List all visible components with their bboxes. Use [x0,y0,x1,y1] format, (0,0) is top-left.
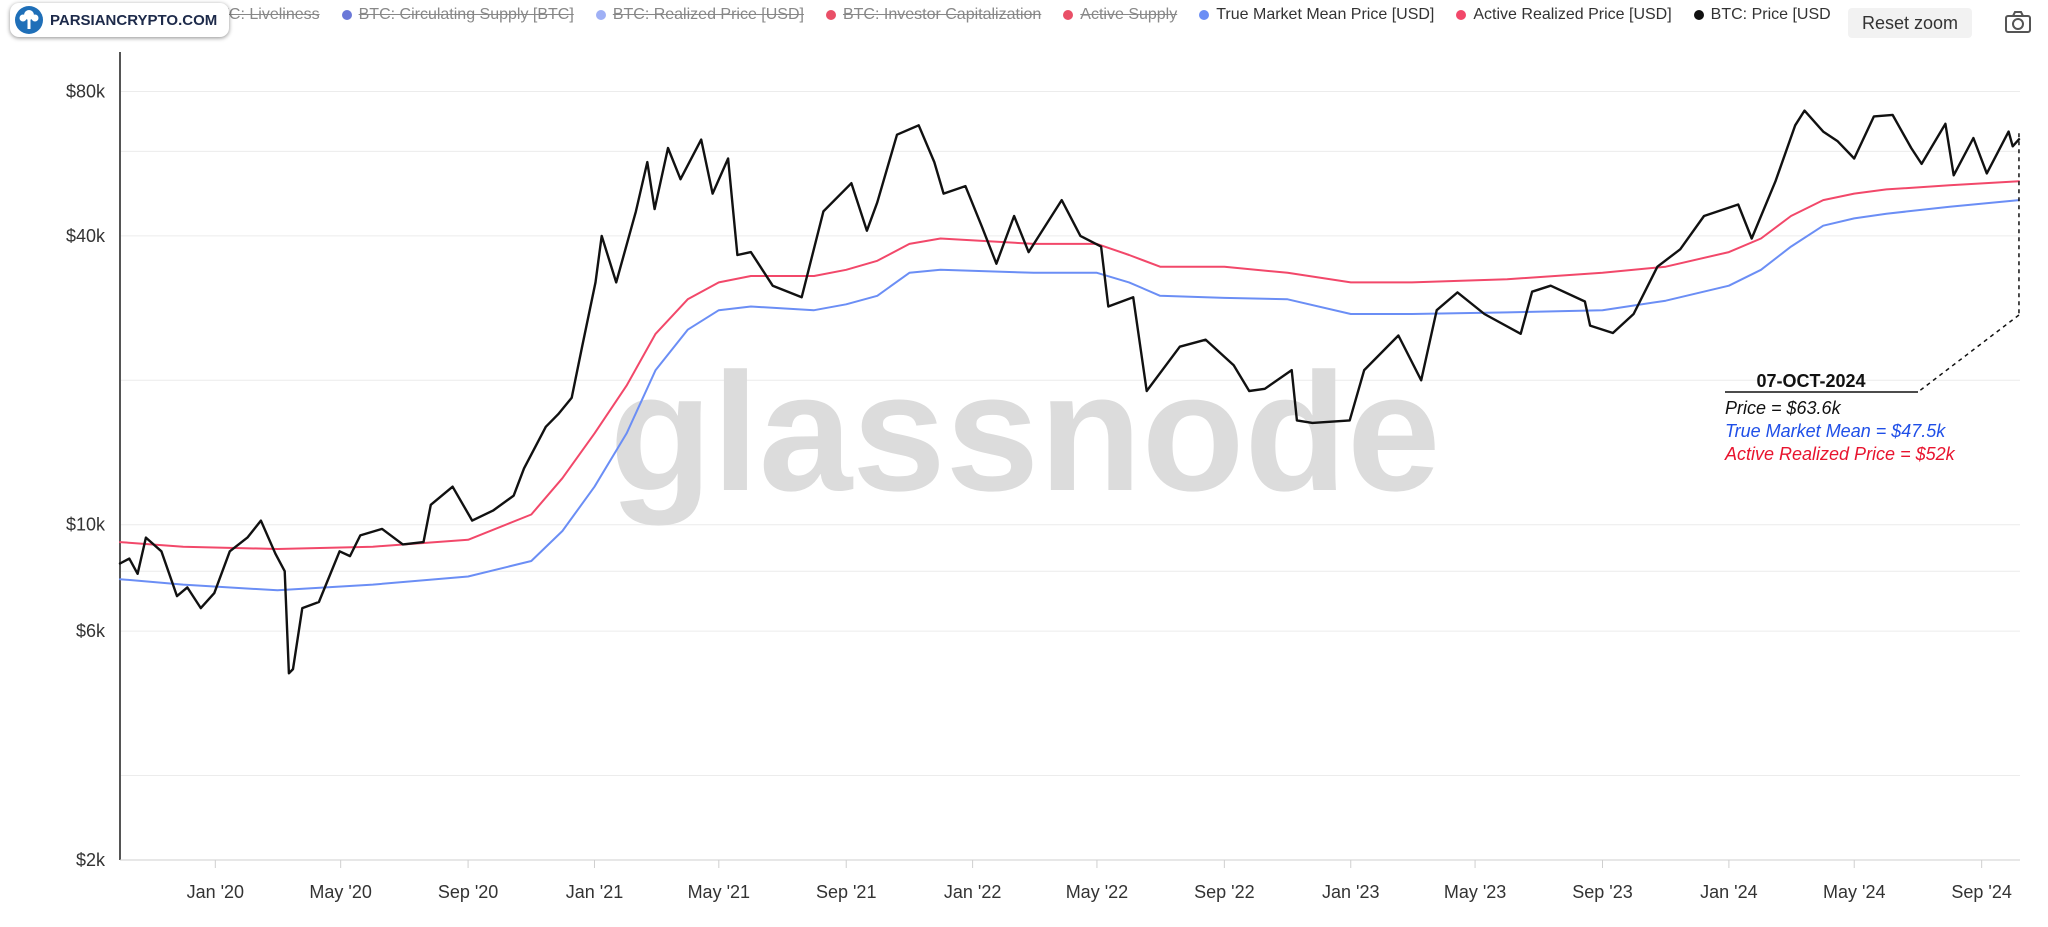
legend-item[interactable]: BTC: Realized Price [USD] [595,6,804,24]
annotation-guide-diagonal [1917,314,2020,393]
x-tick-label: Sep '24 [1951,882,2012,902]
annotation-line: True Market Mean = $47.5k [1725,421,1946,441]
legend-marker-icon [1063,10,1074,20]
x-tick-label: Sep '21 [816,882,877,902]
legend-item[interactable]: BTC: Investor Capitalization [825,6,1042,24]
reset-zoom-button[interactable]: Reset zoom [1848,8,1972,38]
annotation-line: Price = $63.6k [1725,398,1842,418]
brand-text: PARSIANCRYPTO.COM [50,11,218,29]
legend-item[interactable]: Active Supply [1063,6,1177,24]
x-tick-label: May '20 [309,882,371,902]
legend-item[interactable]: BTC: Circulating Supply [BTC] [341,6,574,24]
x-tick-label: May '21 [688,882,750,902]
y-tick-label: $6k [76,621,106,641]
x-tick-label: Jan '22 [944,882,1001,902]
legend-item[interactable]: BTC: Price [USD] [1693,6,1830,24]
tree-logo-icon [15,6,43,34]
annotation-line: Active Realized Price = $52k [1724,444,1956,464]
legend-item[interactable]: Active Realized Price [USD] [1456,6,1672,24]
legend-marker-icon [595,10,606,20]
y-tick-label: $10k [66,515,106,535]
chart-legend: BTC: Price [USD] BTC: Liveliness BTC: Circ… [0,0,1830,30]
legend-label: BTC: Price [USD] [1710,6,1830,23]
x-tick-label: May '23 [1444,882,1506,902]
x-tick-label: Jan '20 [187,882,244,902]
x-tick-label: Jan '21 [566,882,623,902]
legend-label: Active Realized Price [USD] [1473,6,1672,23]
legend-item[interactable]: True Market Mean Price [USD] [1199,6,1434,24]
legend-marker-icon [1693,10,1704,20]
y-tick-label: $40k [66,226,106,246]
legend-label: True Market Mean Price [USD] [1216,6,1435,23]
legend-label: Active Supply [1080,6,1178,23]
x-tick-label: Jan '24 [1700,882,1757,902]
x-tick-label: May '24 [1823,882,1885,902]
brand-badge: PARSIANCRYPTO.COM [10,3,230,37]
legend-label: BTC: Realized Price [USD] [612,6,804,23]
x-tick-label: Sep '22 [1194,882,1255,902]
series-line-btc-price-usd [118,109,2021,675]
y-tick-label: $80k [66,81,106,101]
x-tick-label: May '22 [1066,882,1128,902]
watermark-text: glassnode [610,338,1441,526]
legend-marker-icon [1199,10,1210,20]
legend-label: BTC: Circulating Supply [BTC] [358,6,574,23]
x-tick-label: Sep '20 [438,882,499,902]
series-line-true-market-mean-price-usd [119,199,2020,592]
legend-label: BTC: Liveliness [208,6,320,23]
legend-marker-icon [341,10,352,20]
y-tick-label: $2k [76,850,106,870]
legend-marker-icon [825,10,836,20]
x-tick-label: Sep '23 [1572,882,1633,902]
annotation-date: 07-OCT-2024 [1756,371,1865,391]
camera-icon[interactable] [2004,10,2032,34]
x-tick-label: Jan '23 [1322,882,1379,902]
legend-marker-icon [1456,10,1467,20]
legend-label: BTC: Investor Capitalization [842,6,1042,23]
